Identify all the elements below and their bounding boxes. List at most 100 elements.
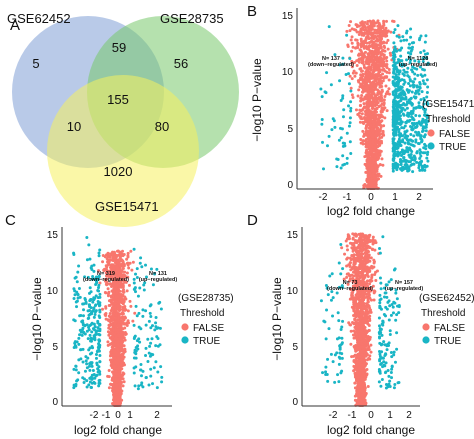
point-true: [96, 319, 100, 323]
point-false: [105, 257, 109, 261]
point-true: [391, 109, 395, 113]
point-true: [398, 48, 402, 52]
point-false: [356, 94, 360, 98]
point-false: [360, 94, 364, 98]
point-true: [154, 360, 158, 364]
point-true: [397, 72, 401, 76]
point-false: [369, 68, 373, 72]
point-true: [423, 40, 427, 44]
point-false: [375, 57, 379, 61]
point-true: [90, 377, 94, 381]
point-true: [85, 362, 89, 366]
point-true: [401, 112, 405, 116]
point-true: [84, 359, 88, 363]
point-false: [119, 316, 123, 320]
point-true: [89, 306, 93, 310]
point-false: [373, 49, 376, 53]
point-false: [115, 337, 119, 341]
point-true: [421, 60, 425, 64]
point-true: [420, 159, 424, 163]
point-true: [98, 315, 102, 319]
x-tick-label: -2: [329, 410, 338, 421]
legend-title: Threshold: [180, 308, 224, 319]
point-false: [373, 117, 377, 121]
point-false: [372, 123, 376, 127]
point-false: [372, 175, 376, 179]
point-false: [364, 72, 368, 76]
annotation-down-label: (down−regulated): [308, 62, 354, 68]
panel-label-a: A: [10, 17, 20, 34]
point-true: [74, 275, 78, 279]
legend-dataset: (GSE15471): [422, 99, 474, 110]
point-false: [366, 103, 370, 107]
point-true: [405, 113, 409, 117]
point-true: [399, 122, 403, 126]
point-false: [379, 139, 383, 143]
point-true: [98, 329, 102, 333]
point-true: [397, 127, 401, 131]
point-true: [417, 92, 421, 96]
point-false: [379, 42, 383, 46]
point-false: [351, 95, 355, 99]
point-true: [408, 160, 412, 164]
point-true: [414, 125, 418, 129]
point-false: [122, 355, 126, 359]
point-false: [357, 52, 361, 56]
point-true: [98, 323, 102, 327]
point-false: [119, 374, 123, 378]
point-true: [406, 66, 410, 70]
point-true: [403, 80, 407, 84]
point-false: [344, 239, 348, 243]
point-false: [111, 338, 115, 342]
point-true: [394, 91, 398, 95]
point-true: [139, 374, 143, 378]
point-true: [391, 147, 395, 151]
point-false: [364, 38, 368, 42]
point-true: [400, 97, 404, 101]
point-false: [360, 90, 364, 94]
point-false: [363, 21, 367, 25]
point-true: [97, 332, 101, 336]
point-false: [382, 44, 386, 48]
point-false: [349, 329, 353, 333]
point-true: [88, 303, 92, 307]
point-true: [341, 144, 345, 148]
point-true: [399, 139, 403, 143]
point-false: [120, 363, 124, 367]
point-false: [375, 167, 379, 171]
point-false: [379, 109, 383, 113]
point-true: [148, 304, 152, 308]
point-false: [366, 163, 370, 167]
point-true: [85, 379, 89, 383]
point-false: [108, 311, 112, 315]
point-false: [372, 98, 376, 102]
point-true: [398, 160, 402, 164]
point-false: [368, 181, 372, 185]
point-true: [418, 82, 422, 86]
point-true: [391, 158, 395, 162]
x-tick-label: -1: [343, 192, 352, 203]
point-true: [158, 326, 162, 330]
point-false: [372, 298, 376, 302]
point-true: [132, 281, 136, 285]
point-true: [422, 102, 426, 106]
point-true: [90, 264, 94, 268]
point-true: [341, 94, 345, 98]
point-true: [133, 384, 137, 388]
point-true: [391, 105, 395, 109]
point-false: [374, 131, 378, 135]
point-false: [366, 119, 370, 123]
point-true: [88, 286, 92, 290]
point-false: [103, 290, 107, 294]
point-false: [379, 120, 383, 124]
point-true: [422, 55, 426, 59]
point-true: [339, 166, 343, 170]
point-false: [379, 113, 383, 117]
point-false: [352, 69, 356, 73]
point-true: [411, 117, 415, 121]
point-false: [113, 261, 117, 265]
point-true: [149, 314, 153, 318]
point-false: [374, 151, 378, 155]
point-false: [367, 41, 371, 45]
point-false: [113, 356, 117, 360]
